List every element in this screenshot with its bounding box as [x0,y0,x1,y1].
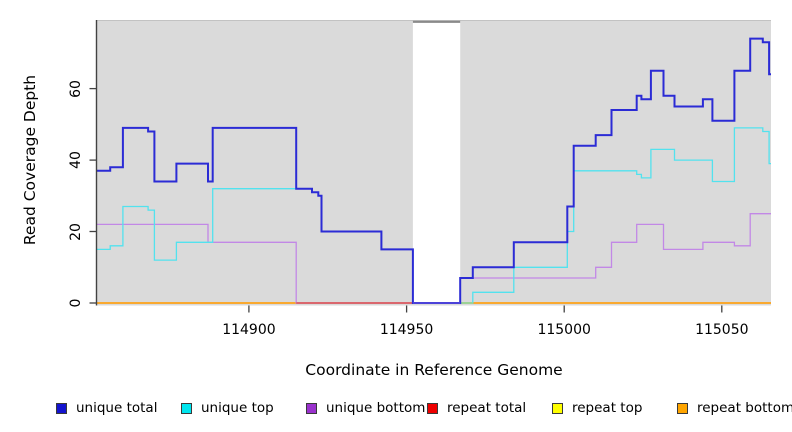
series-unique-top [97,127,771,304]
y-tick-label: 40 [68,151,84,169]
legend-item-unique-bottom: unique bottom [306,399,425,417]
no-data-gap [412,21,461,303]
series-unique-bottom [97,213,771,304]
legend-swatch-repeat-bottom [677,402,688,414]
legend-item-unique-top: unique top [181,399,274,417]
series-unique-total [97,37,771,304]
legend-item-unique-total: unique total [56,399,157,417]
legend-label: unique bottom [326,400,426,416]
x-tick-label: 114950 [379,322,434,338]
legend-swatch-repeat-total [427,402,438,414]
legend-label: unique top [201,400,274,416]
x-tick-label: 114900 [222,322,276,338]
x-axis-title: Coordinate in Reference Genome [305,361,563,379]
legend-item-repeat-bottom: repeat bottom [677,399,792,417]
legend-label: repeat total [447,400,527,416]
x-tick-label: 115000 [537,322,591,338]
legend-item-repeat-top: repeat top [552,399,642,417]
x-tick-label: 115050 [695,322,749,338]
legend-item-repeat-total: repeat total [427,399,526,417]
y-axis-title: Read Coverage Depth [21,74,39,246]
legend: unique total unique top unique bottom re… [0,399,792,419]
legend-swatch-unique-top [181,402,192,414]
y-tick-label: 20 [68,222,84,241]
legend-label: repeat bottom [697,400,792,416]
y-tick-label: 0 [68,298,84,308]
legend-label: unique total [76,400,158,416]
legend-label: repeat top [572,400,643,416]
legend-swatch-unique-bottom [306,402,317,414]
legend-swatch-repeat-top [552,402,563,414]
y-tick-label: 60 [68,79,84,98]
legend-swatch-unique-total [56,402,67,414]
